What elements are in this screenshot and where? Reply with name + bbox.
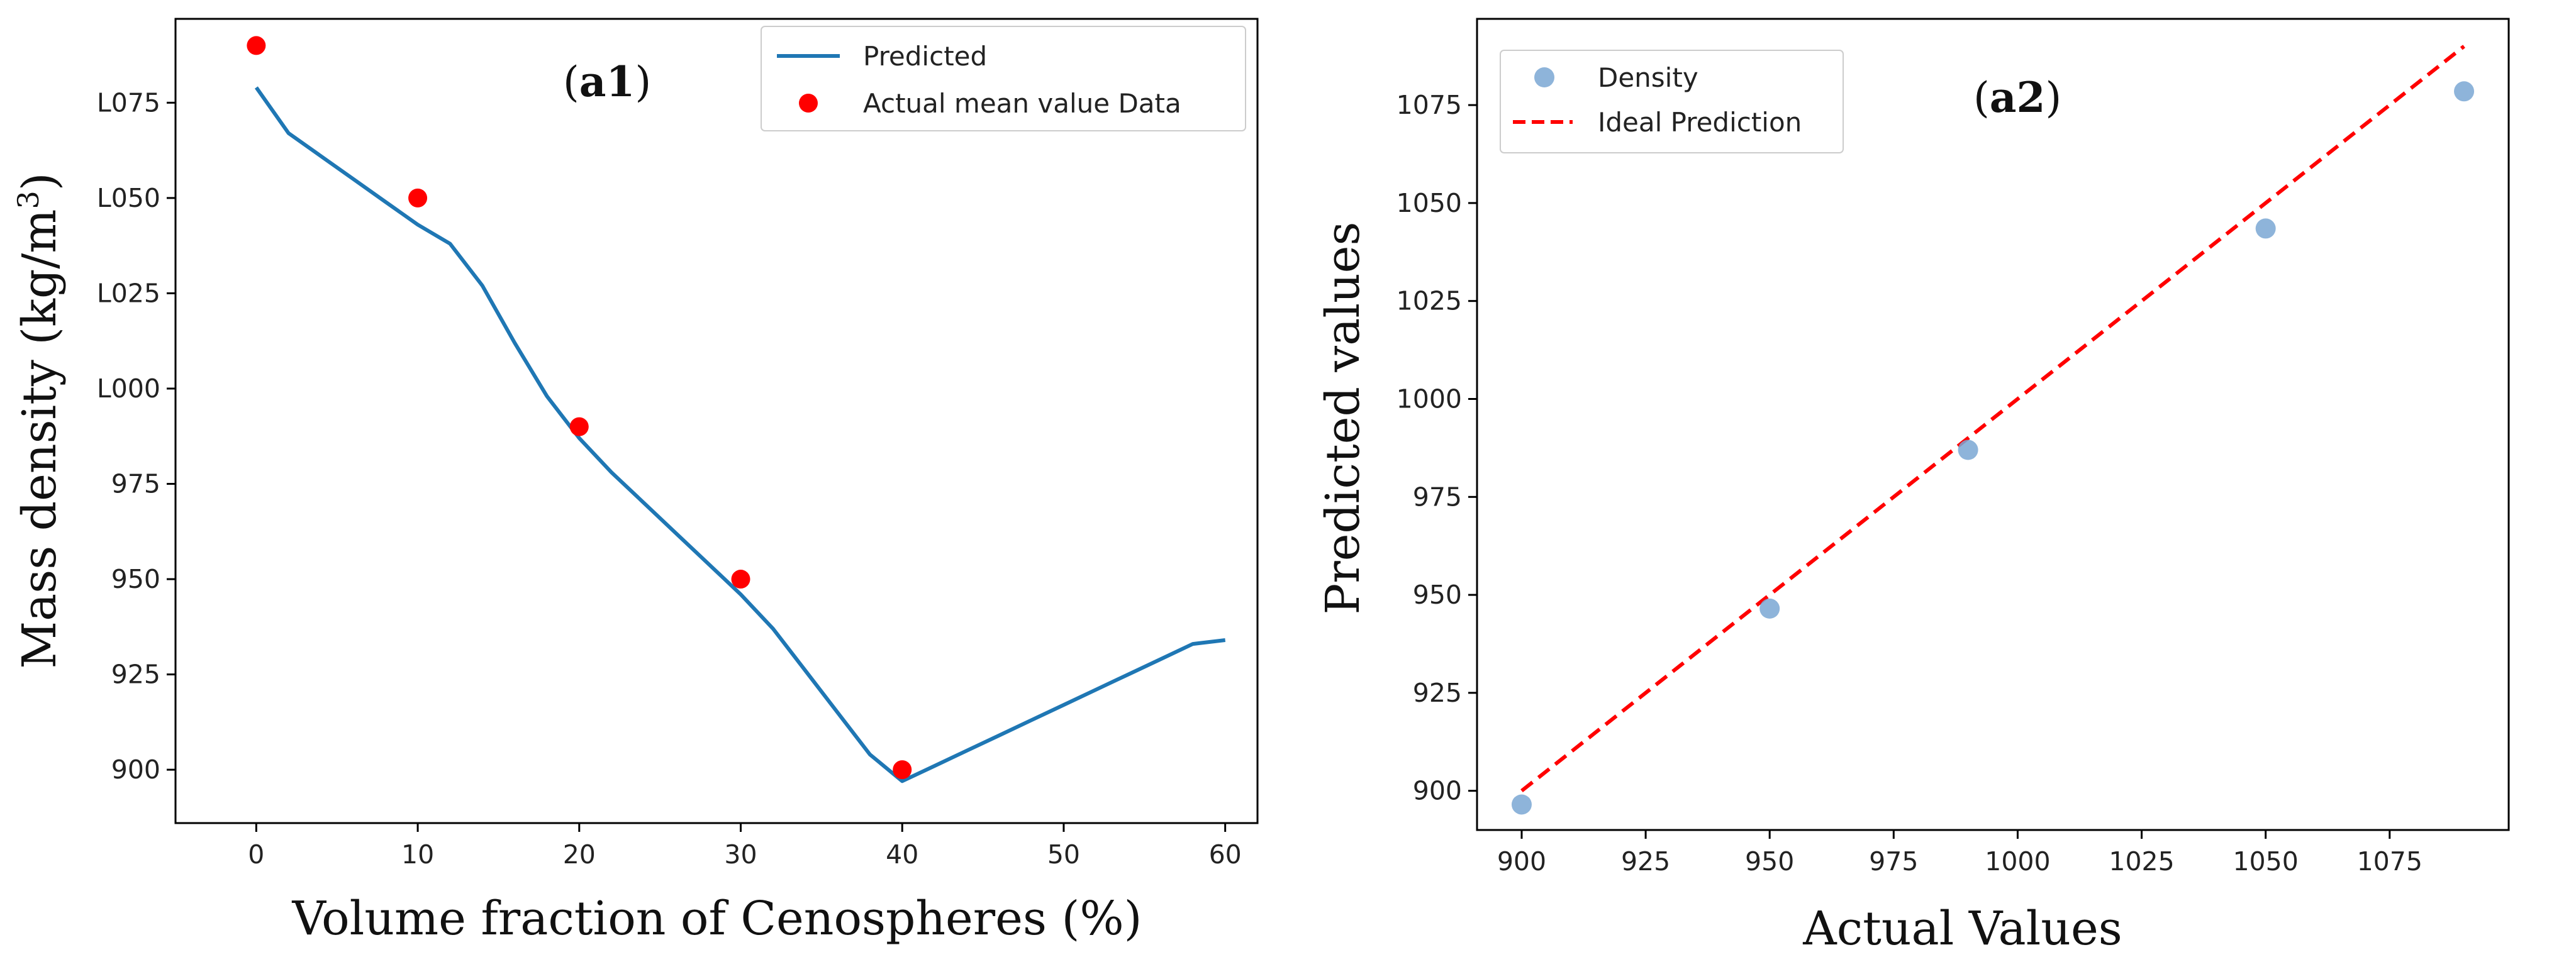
a2-x-tick-label: 1075 bbox=[2357, 846, 2423, 877]
a2-y-tick-label: 1050 bbox=[1397, 188, 1462, 218]
a2-density-point bbox=[2454, 81, 2475, 102]
a1-x-tick-label: 0 bbox=[248, 839, 264, 870]
a1-actual-point bbox=[731, 570, 750, 589]
a1-plot-frame bbox=[174, 18, 1259, 824]
a1-y-tick-label: L075 bbox=[97, 87, 160, 118]
a2-legend-box bbox=[1500, 50, 1844, 153]
a1-predicted-line bbox=[254, 86, 1226, 783]
a2-y-tick-label: 1075 bbox=[1397, 90, 1462, 120]
a1-legend-box bbox=[761, 26, 1246, 131]
a2-density-point bbox=[1511, 794, 1532, 815]
a2-plot-frame bbox=[1476, 18, 2510, 831]
a2-y-tick-label: 1025 bbox=[1397, 286, 1462, 316]
a1-panel-label-text: a1 bbox=[579, 57, 635, 106]
a2-ideal-prediction-line bbox=[1520, 45, 2465, 793]
a1-actual-points bbox=[247, 36, 912, 780]
a1-y-axis-label: Mass density (kg/m3) bbox=[11, 172, 67, 668]
a1-panel-label: (a1) bbox=[563, 57, 651, 106]
a2-y-axis-label: Predicted values bbox=[1316, 222, 1370, 615]
a2-y-ticks: 900 925 950 975 1000 1025 1050 1075 bbox=[1397, 90, 1477, 806]
a1-y-tick-label: L050 bbox=[97, 183, 160, 213]
a2-y-tick-label: 925 bbox=[1413, 678, 1462, 708]
a1-x-tick-label: 50 bbox=[1047, 839, 1080, 870]
chart-a1: 0 10 20 30 40 50 60 900 925 950 975 L000 L025 L050 L0… bbox=[11, 18, 1259, 946]
a1-legend-predicted-label: Predicted bbox=[863, 41, 987, 72]
a1-x-tick-label: 60 bbox=[1209, 839, 1242, 870]
a2-legend-density-swatch bbox=[1534, 67, 1554, 87]
a1-x-axis-label: Volume fraction of Cenospheres (%) bbox=[291, 892, 1142, 946]
a2-x-ticks: 900 925 950 975 1000 1025 1050 1075 bbox=[1497, 830, 2423, 877]
a2-x-tick-label: 1050 bbox=[2233, 846, 2298, 877]
a1-y-tick-label: L000 bbox=[97, 373, 160, 404]
chart-a2: 900 925 950 975 1000 1025 1050 1075 900 925 950 97… bbox=[1316, 18, 2510, 956]
a1-actual-point bbox=[408, 188, 428, 207]
a2-density-point bbox=[1759, 598, 1780, 619]
a2-x-tick-label: 925 bbox=[1621, 846, 1670, 877]
a1-x-tick-label: 10 bbox=[401, 839, 434, 870]
a1-actual-point bbox=[893, 760, 912, 780]
a2-x-axis-label: Actual Values bbox=[1802, 902, 2122, 956]
a2-x-tick-label: 975 bbox=[1869, 846, 1918, 877]
a2-legend: Density Ideal Prediction bbox=[1500, 50, 1844, 153]
a1-y-axis-label-close: ) bbox=[13, 172, 67, 191]
a1-x-tick-label: 20 bbox=[563, 839, 596, 870]
a2-panel-label-text: a2 bbox=[1990, 73, 2046, 122]
a1-y-tick-label: 975 bbox=[111, 469, 160, 499]
a1-x-ticks: 0 10 20 30 40 50 60 bbox=[248, 823, 1242, 870]
a2-x-tick-label: 1025 bbox=[2109, 846, 2174, 877]
a1-x-tick-label: 40 bbox=[886, 839, 918, 870]
a1-y-axis-label-sup: 3 bbox=[11, 191, 45, 209]
a2-panel-label: (a2) bbox=[1973, 73, 2061, 122]
a1-y-ticks: 900 925 950 975 L000 L025 L050 L075 bbox=[97, 87, 176, 785]
a2-legend-density-label: Density bbox=[1598, 62, 1698, 93]
a1-actual-point bbox=[569, 417, 589, 436]
a1-legend-actual-label: Actual mean value Data bbox=[863, 88, 1181, 119]
a1-legend: Predicted Actual mean value Data bbox=[761, 26, 1246, 131]
a1-y-tick-label: L025 bbox=[97, 278, 160, 308]
a2-x-tick-label: 1000 bbox=[1985, 846, 2050, 877]
a2-density-point bbox=[1958, 440, 1978, 460]
a1-y-tick-label: 925 bbox=[111, 660, 160, 690]
a2-x-tick-label: 950 bbox=[1745, 846, 1794, 877]
a2-y-tick-label: 950 bbox=[1413, 580, 1462, 610]
a1-x-tick-label: 30 bbox=[724, 839, 757, 870]
a2-y-tick-label: 900 bbox=[1413, 776, 1462, 806]
a1-y-tick-label: 950 bbox=[111, 564, 160, 594]
a1-legend-actual-swatch bbox=[799, 94, 818, 113]
a2-legend-ideal-label: Ideal Prediction bbox=[1598, 107, 1802, 138]
a1-actual-point bbox=[247, 36, 266, 55]
a2-x-tick-label: 900 bbox=[1497, 846, 1546, 877]
a2-y-tick-label: 1000 bbox=[1397, 384, 1462, 414]
a2-density-points bbox=[1511, 81, 2475, 815]
a1-y-tick-label: 900 bbox=[111, 755, 160, 785]
a2-density-point bbox=[2255, 218, 2276, 239]
a2-y-tick-label: 975 bbox=[1413, 482, 1462, 512]
a1-y-axis-label-main: Mass density (kg/m bbox=[13, 209, 67, 669]
